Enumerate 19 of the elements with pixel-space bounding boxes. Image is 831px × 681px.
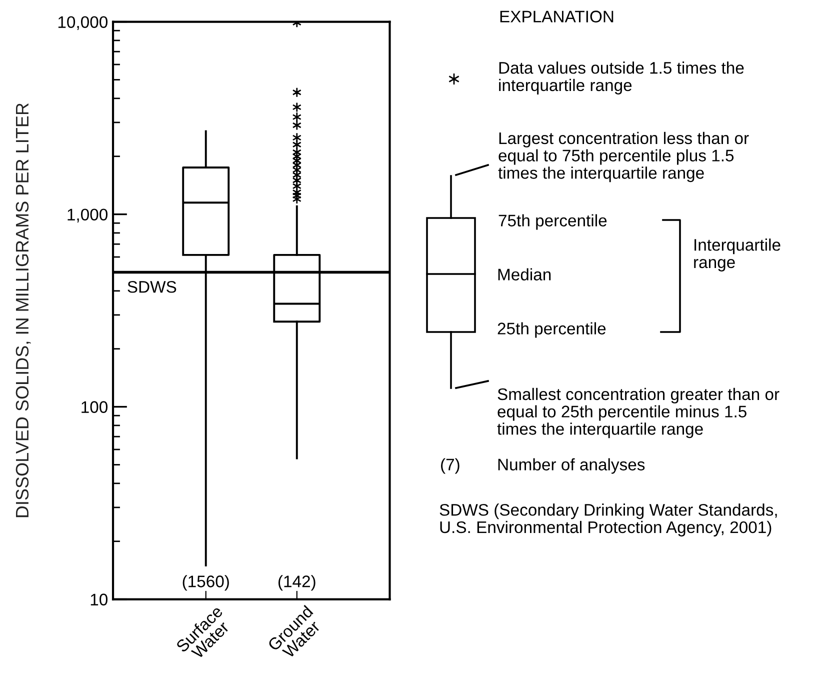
annotation: (1560) (182, 575, 229, 591)
text: Interquartile range (694, 238, 780, 272)
text: EXPLANATION (500, 10, 614, 22)
annotation: (142) (278, 575, 316, 591)
text: Number of analyses (498, 458, 645, 474)
text: (7) (441, 458, 460, 474)
text: Smallest concentration greater than or equal to 25th percentile minus 1.5 times the interquartile range (497, 388, 780, 438)
text: SDWS (Secondary Drinking Water Standards, U.S. Environmental Protection Agency, 2001) (440, 504, 777, 536)
ref-line-label: SDWS (128, 281, 176, 293)
text: Median (498, 268, 551, 280)
text: 75th percentile (498, 214, 607, 230)
y-axis-title: DISSOLVED SOLIDS, IN MILLIGRAMS PER LITER (16, 103, 31, 518)
y-tick-label: 10 (90, 594, 108, 606)
text: 25th percentile (498, 322, 606, 338)
y-tick-label: 10,000 (58, 16, 108, 30)
text: Largest concentration less than or equal to 75th percentile plus 1.5 times the interquartile range (498, 132, 749, 182)
y-tick-label: 100 (82, 401, 108, 413)
y-tick-label: 1,000 (68, 208, 108, 222)
text: Data values outside 1.5 times the interquartile range (499, 62, 744, 94)
